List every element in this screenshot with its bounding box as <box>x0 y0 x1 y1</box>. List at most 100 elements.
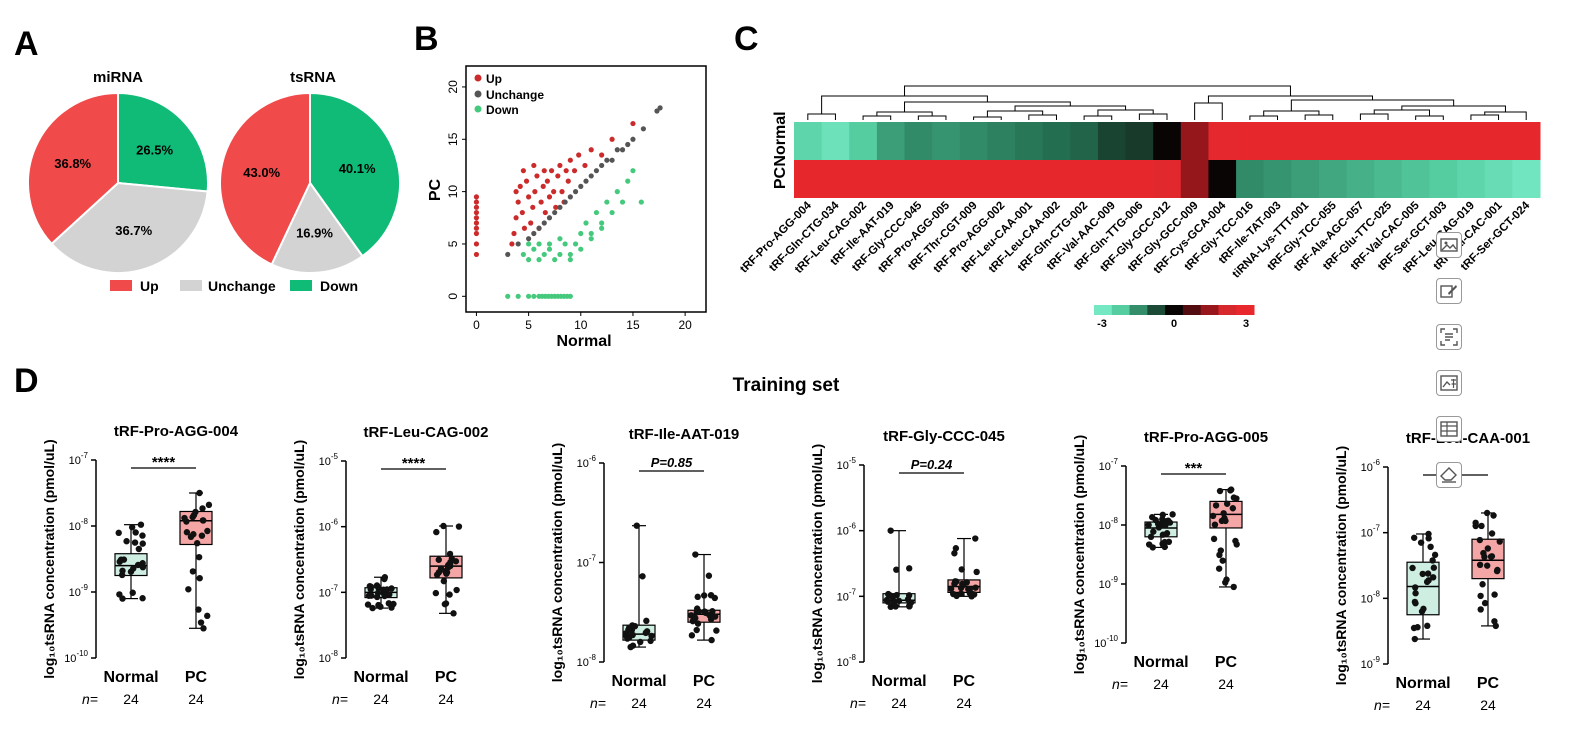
box-data-point <box>118 571 126 579</box>
scatter-point-unchange <box>578 183 584 189</box>
sig-label: P=0.24 <box>911 457 953 472</box>
heatmap-cell <box>821 160 850 198</box>
scatter-point-up <box>519 209 525 216</box>
scale-bar-segment <box>1147 305 1166 315</box>
box-data-point <box>199 505 206 512</box>
heatmap-cell <box>1015 122 1044 160</box>
scatter-point-up <box>565 178 571 184</box>
box-data-point <box>1410 624 1418 632</box>
scatter-point-up <box>531 162 537 169</box>
scatter-legend-up: Up <box>486 72 502 86</box>
box-data-point <box>1477 606 1484 613</box>
box-data-point <box>906 603 913 610</box>
scatter-point-up <box>557 162 563 169</box>
table-tool-button[interactable] <box>1436 416 1462 442</box>
heatmap-column-labels: tRF-Pro-AGG-004tRF-Gln-CTG-034tRF-Leu-CA… <box>738 199 1533 280</box>
scatter-point-down <box>531 293 537 299</box>
tick-base: 10 <box>1099 461 1111 473</box>
box-data-point <box>450 610 457 617</box>
scatter-point-up <box>473 209 480 216</box>
scatter-point-down <box>625 178 631 184</box>
box-data-point <box>375 584 382 592</box>
sig-label: **** <box>152 454 176 471</box>
pie-slice-down <box>309 91 401 258</box>
scale-bar-segment <box>1094 305 1113 315</box>
box-data-point <box>455 523 463 530</box>
box-n-value: 24 <box>1415 697 1431 713</box>
scatter-point-up <box>517 183 523 189</box>
scatter-point-up <box>532 189 538 195</box>
heatmap-cell <box>959 122 988 160</box>
dendrogram-link <box>876 111 933 116</box>
box-data-point <box>195 606 202 613</box>
scatter-xtick-label: 0 <box>473 318 480 332</box>
box-ytick-label: 10-7 <box>837 587 857 603</box>
scatter-point-down <box>526 293 532 299</box>
scatter-point-up <box>523 178 530 184</box>
box-data-point <box>129 589 136 596</box>
box-data-point <box>951 550 958 557</box>
box-data-point <box>1424 570 1432 577</box>
scatter-point-unchange <box>505 251 511 258</box>
eraser-tool-button[interactable] <box>1436 462 1462 488</box>
ocr-tool-button[interactable] <box>1436 324 1462 350</box>
box-ytick-label: 10-10 <box>64 649 88 665</box>
box-ytick-label: 10-7 <box>69 451 89 467</box>
box-data-point <box>365 592 373 599</box>
box-ytick-label: 10-9 <box>1361 655 1381 671</box>
box-data-point <box>895 597 903 605</box>
scale-bar-segment <box>1182 305 1202 315</box>
box-data-point <box>1229 505 1237 512</box>
box-data-point <box>1481 599 1489 607</box>
box-data-point <box>958 566 965 573</box>
image-tool-button[interactable] <box>1436 232 1462 258</box>
heatmap-cell <box>876 122 906 160</box>
box-ytick-label: 10-7 <box>319 583 339 599</box>
scatter-ytick-label: 20 <box>446 80 460 94</box>
box-data-point <box>707 591 715 599</box>
tick-exponent: -8 <box>331 649 339 658</box>
dendrogram-link <box>986 110 1044 117</box>
tick-base: 10 <box>837 526 849 538</box>
scatter-point-up <box>520 168 526 174</box>
box-data-point <box>1472 519 1479 527</box>
box-data-point <box>196 489 203 497</box>
image-icon <box>1440 238 1458 252</box>
dendrogram-link <box>1415 115 1444 120</box>
scatter-legend-dot-up <box>474 74 482 82</box>
scatter-point-unchange <box>531 230 537 237</box>
box-data-point <box>432 589 440 597</box>
box-group-label: Normal <box>103 669 158 686</box>
heatmap-cell <box>1263 160 1292 198</box>
dendrogram-link <box>1249 115 1279 120</box>
pie-label-down: 40.1% <box>339 161 376 176</box>
heatmap-cell <box>794 160 823 198</box>
heatmap-cell <box>1070 160 1099 198</box>
box-data-point <box>1222 517 1229 525</box>
sig-label: P=0.85 <box>651 455 693 470</box>
box-n-value: 24 <box>891 695 907 711</box>
heatmap-cell <box>1429 160 1458 198</box>
scatter-point-up <box>588 147 594 153</box>
scatter-point-down <box>546 241 553 247</box>
panel-b-scatter: 0 5 10 15 20 0 5 10 15 20 Normal PC Up Unchange D… <box>427 65 707 350</box>
edit-image-tool-button[interactable] <box>1436 278 1462 304</box>
box-data-point <box>624 635 631 642</box>
pie-slice-down <box>117 91 209 193</box>
translate-image-tool-button[interactable] <box>1436 370 1462 396</box>
scatter-point-up <box>553 204 559 210</box>
pie-label-unchange: 16.9% <box>296 225 333 240</box>
scatter-point-up <box>526 194 532 200</box>
scatter-point-up <box>559 189 565 195</box>
box-data-point <box>959 580 966 588</box>
pie-slice-unchange <box>270 181 364 274</box>
box-data-point <box>1425 577 1432 584</box>
scatter-xlabel: Normal <box>556 333 611 350</box>
tick-base: 10 <box>577 657 589 669</box>
box-n-label: n= <box>850 695 866 711</box>
box-data-point <box>694 620 702 627</box>
scale-tick-label: 0 <box>1171 318 1177 330</box>
scale-bar-segment <box>1218 305 1237 315</box>
box-data-point <box>1159 516 1166 523</box>
pie-slice-unchange <box>50 181 209 274</box>
